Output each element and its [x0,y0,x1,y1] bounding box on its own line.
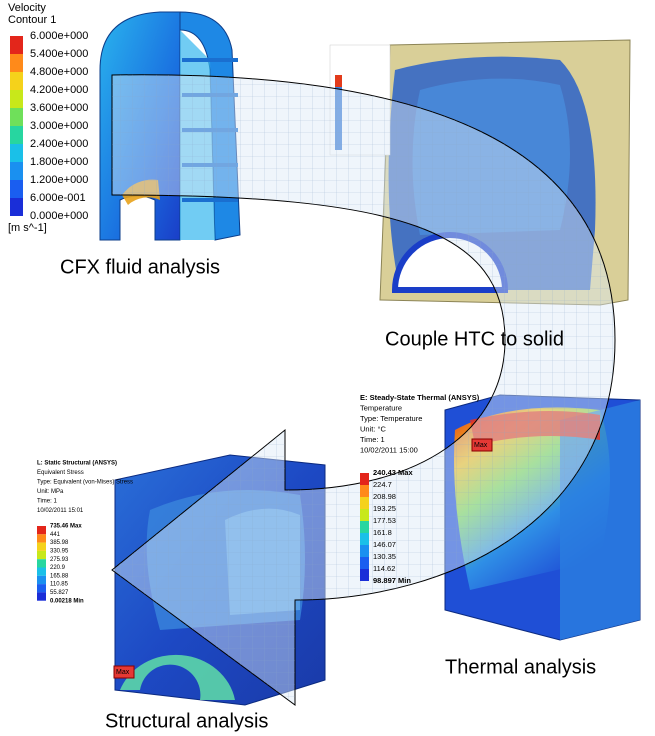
legend-swatch [10,198,23,216]
legend-swatch [360,521,369,533]
legend-swatch [10,108,23,126]
legend-label: 385.98 [50,540,69,546]
caption: Structural analysis [105,710,268,732]
legend-label: 0.00218 Min [50,598,84,604]
legend-label: 1.200e+000 [30,174,88,186]
caption: Thermal analysis [445,656,596,678]
legend-swatch [10,162,23,180]
legend-swatch [360,557,369,569]
legend-label: 98.897 Min [373,576,411,585]
legend-label: 4.800e+000 [30,66,88,78]
legend-swatch [360,497,369,509]
legend-title: Velocity [8,2,46,14]
legend-swatch [360,569,369,581]
legend-swatch [37,526,46,534]
legend-swatch [10,126,23,144]
header-title: L: Static Structural (ANSYS) [37,461,117,467]
page: {"cfx": {"legend_title": ["Velocity", "C… [0,0,655,736]
legend-label: 55.827 [50,590,69,596]
header-line: Time: 1 [37,499,57,505]
legend-swatch [360,473,369,485]
legend-swatch [37,568,46,576]
legend-swatch [360,533,369,545]
legend-label: 441 [50,532,61,538]
legend-label: 2.400e+000 [30,138,88,150]
legend-label: 177.53 [373,516,396,525]
legend-swatch [37,534,46,542]
legend-swatch [37,584,46,592]
legend-swatch [10,72,23,90]
legend-label: 130.35 [373,552,396,561]
legend-swatch [37,543,46,551]
legend-label: 240.43 Max [373,468,413,477]
max-marker-label: Max [116,669,130,676]
diagram: VelocityContour 1 6.000e+000 5.400e+000 4.8… [0,0,655,736]
header-title: E: Steady-State Thermal (ANSYS) [360,393,480,402]
legend-label: 165.88 [50,573,69,579]
legend-swatch [37,559,46,567]
legend-swatch [10,180,23,198]
header-line: Equivalent Stress [37,470,84,476]
legend-swatch [10,144,23,162]
legend-label: 161.8 [373,528,392,537]
legend-swatch [360,545,369,557]
legend-swatch [360,509,369,521]
legend-label: 3.000e+000 [30,120,88,132]
header-line: Unit: MPa [37,489,64,495]
legend-swatch [10,54,23,72]
legend-swatch [10,90,23,108]
legend-swatch [37,576,46,584]
header-line: Type: Temperature [360,414,422,423]
legend-swatch [37,551,46,559]
legend-bar-top [335,75,342,87]
header-line: Time: 1 [360,435,385,444]
max-marker-label: Max [474,442,488,449]
legend-label: 146.07 [373,540,396,549]
legend-label: 3.600e+000 [30,102,88,114]
header-line: 10/02/2011 15:00 [360,445,418,454]
legend-label: 224.7 [373,480,392,489]
legend-swatch [360,485,369,497]
caption: Couple HTC to solid [385,328,564,350]
header-line: Type: Equivalent (von-Mises) Stress [37,480,133,486]
legend-label: 1.800e+000 [30,156,88,168]
legend-label: 208.98 [373,492,396,501]
legend-label: 114.62 [373,564,395,573]
legend-label: 5.400e+000 [30,48,88,60]
legend-label: 220.9 [50,565,66,571]
legend-label: 4.200e+000 [30,84,88,96]
legend-unit: [m s^-1] [8,222,47,234]
header-line: 10/02/2011 15:01 [37,508,84,514]
header-line: Unit: °C [360,424,387,433]
legend-label: 330.95 [50,548,69,554]
legend-label: 6.000e+000 [30,30,88,42]
legend-label: 275.93 [50,557,69,563]
legend-label: 0.000e+000 [30,210,88,222]
legend-title: Contour 1 [8,14,56,26]
legend-label: 193.25 [373,504,396,513]
legend-label: 735.46 Max [50,524,82,530]
legend-swatch [10,36,23,54]
caption: CFX fluid analysis [60,256,220,278]
header-line: Temperature [360,403,402,412]
legend-label: 6.000e-001 [30,192,86,204]
legend-swatch [37,592,46,600]
legend-label: 110.85 [50,582,69,588]
